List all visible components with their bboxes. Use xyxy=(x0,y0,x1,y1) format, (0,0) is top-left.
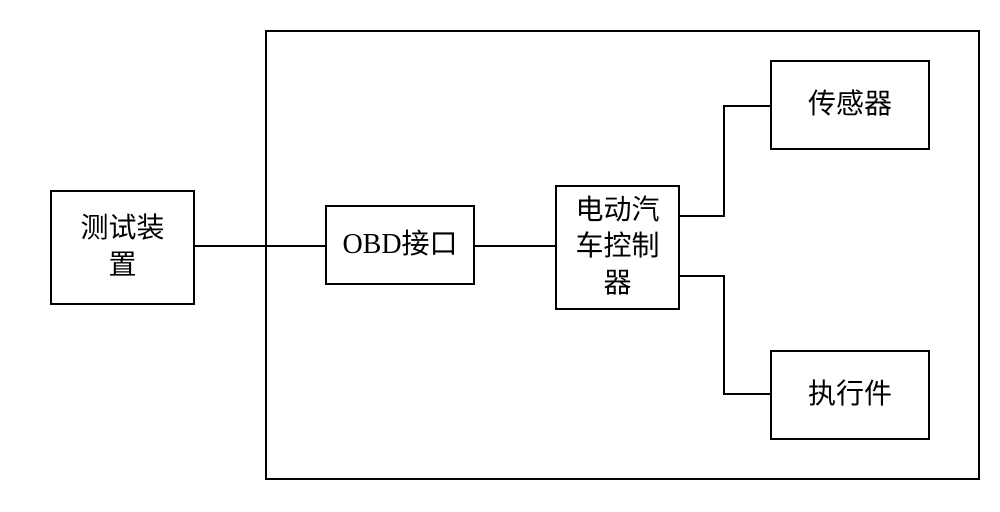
connector-segment xyxy=(723,105,770,107)
block-diagram: 测试装置 OBD接口 电动汽车控制器 传感器 执行件 xyxy=(0,0,1000,512)
connector-segment xyxy=(680,275,725,277)
connector-segment xyxy=(680,215,725,217)
node-test-device-label: 测试装置 xyxy=(80,211,164,284)
node-actuator-label: 执行件 xyxy=(808,377,892,413)
node-controller: 电动汽车控制器 xyxy=(555,185,680,310)
connector-segment xyxy=(195,245,325,247)
node-obd: OBD接口 xyxy=(325,205,475,285)
connector-segment xyxy=(723,105,725,217)
node-test-device: 测试装置 xyxy=(50,190,195,305)
connector-segment xyxy=(475,245,555,247)
node-controller-label: 电动汽车控制器 xyxy=(575,193,659,302)
node-sensor-label: 传感器 xyxy=(808,87,892,123)
connector-segment xyxy=(723,275,725,395)
node-sensor: 传感器 xyxy=(770,60,930,150)
connector-segment xyxy=(723,393,770,395)
node-obd-label: OBD接口 xyxy=(342,227,457,263)
node-actuator: 执行件 xyxy=(770,350,930,440)
